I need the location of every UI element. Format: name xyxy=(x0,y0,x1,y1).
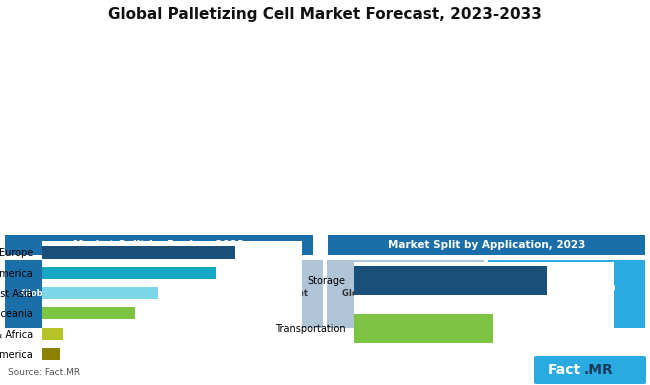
FancyBboxPatch shape xyxy=(5,235,313,255)
FancyBboxPatch shape xyxy=(327,260,484,328)
FancyBboxPatch shape xyxy=(488,260,645,328)
Bar xyxy=(42,348,60,360)
Text: Market Split by Application, 2023: Market Split by Application, 2023 xyxy=(388,240,585,250)
Bar xyxy=(42,328,64,340)
Bar xyxy=(42,267,216,279)
Text: 5.2%
Global Market Value CAGR
(2023 – 2033): 5.2% Global Market Value CAGR (2023 – 20… xyxy=(21,277,146,311)
Text: Fact: Fact xyxy=(548,363,581,377)
Bar xyxy=(354,266,547,295)
Text: US$ 1.3 Billion
Global Addressable Market
Value, 2023: US$ 1.3 Billion Global Addressable Marke… xyxy=(181,277,309,311)
FancyBboxPatch shape xyxy=(166,260,323,328)
Text: .MR: .MR xyxy=(584,363,613,377)
Bar xyxy=(42,307,135,320)
Text: Market Split by Region, 2023: Market Split by Region, 2023 xyxy=(73,240,244,250)
Bar xyxy=(354,314,493,343)
Bar xyxy=(42,246,235,258)
Text: US$ 2.2 Billion
Global Addressable Market
Value, 2033: US$ 2.2 Billion Global Addressable Marke… xyxy=(341,277,469,311)
Text: Source: Fact.MR: Source: Fact.MR xyxy=(8,368,80,377)
FancyBboxPatch shape xyxy=(328,235,645,255)
FancyBboxPatch shape xyxy=(534,356,646,384)
FancyBboxPatch shape xyxy=(5,260,162,328)
Text: 56.8%
Storage, Application
Market Value
Share, 2023: 56.8% Storage, Application Market Value … xyxy=(517,271,616,317)
Bar xyxy=(42,287,158,299)
Text: Global Palletizing Cell Market Forecast, 2023-2033: Global Palletizing Cell Market Forecast,… xyxy=(108,7,542,22)
